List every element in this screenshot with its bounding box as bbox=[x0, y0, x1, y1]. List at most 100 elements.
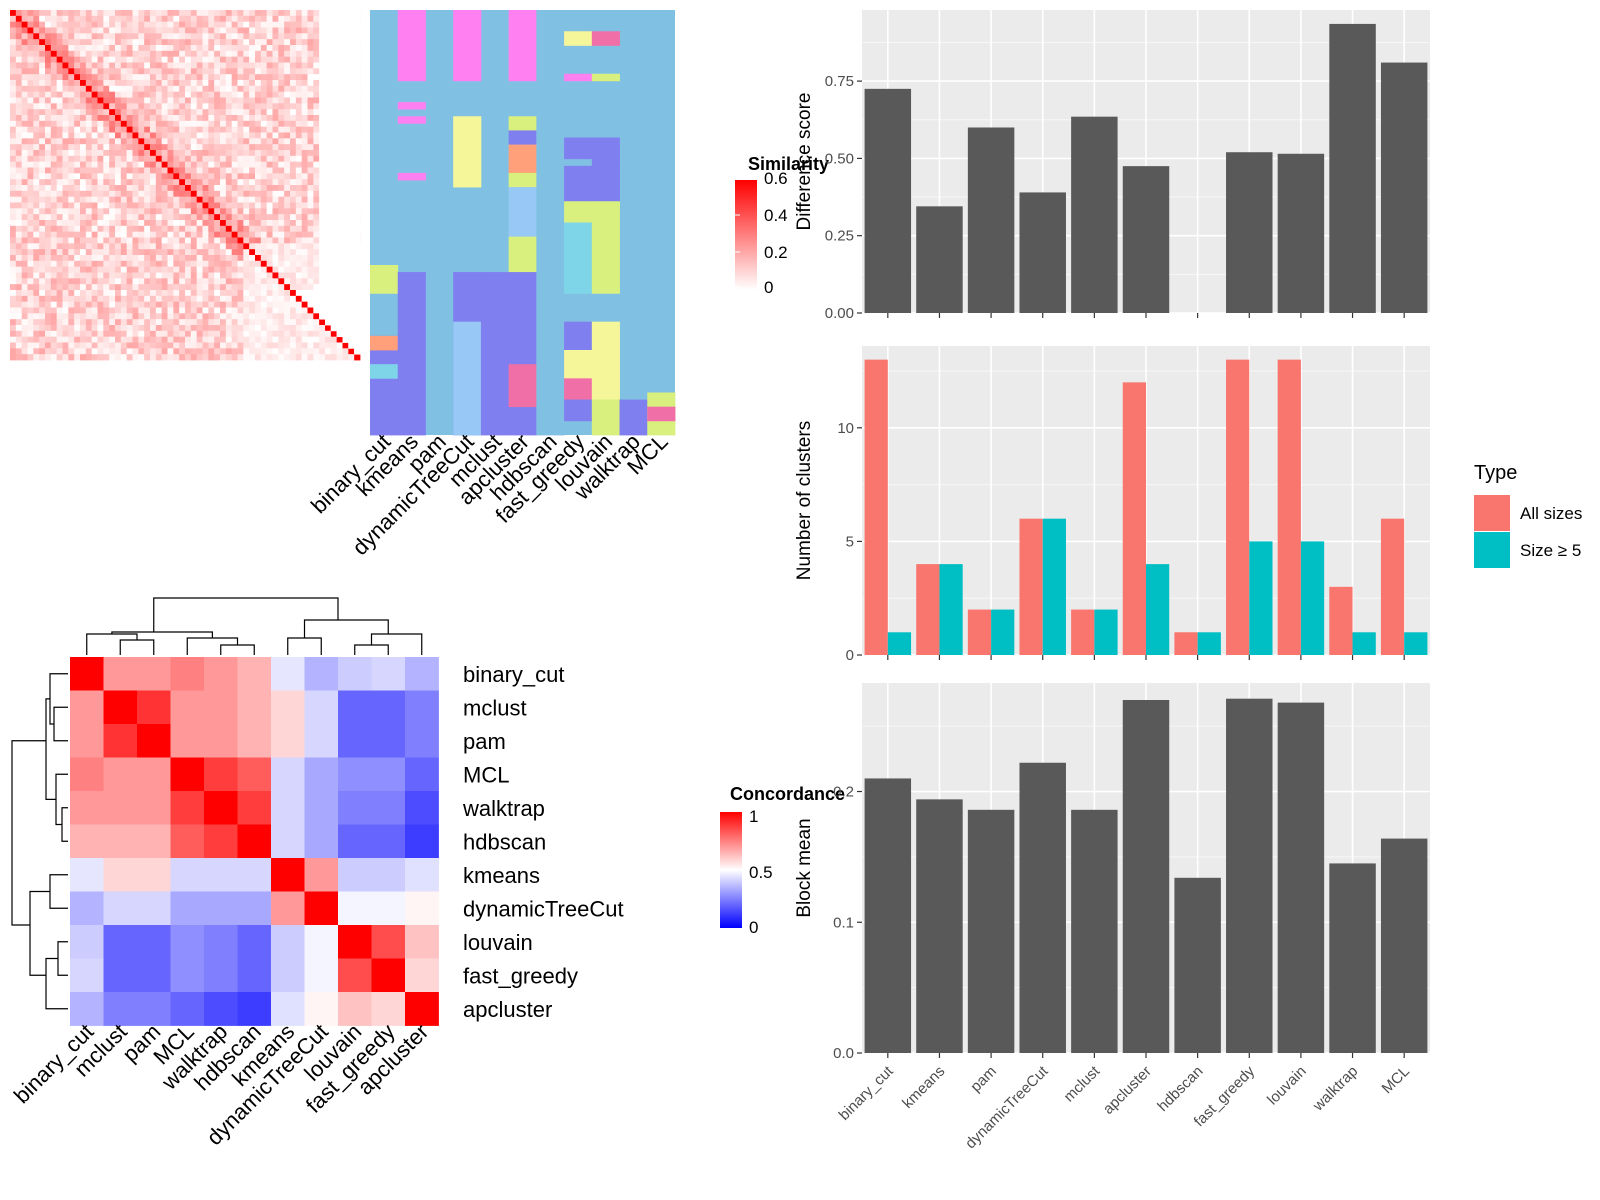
dendrogram-branch bbox=[354, 644, 389, 655]
similarity-cell bbox=[295, 185, 303, 192]
similarity-cell bbox=[173, 115, 180, 122]
concordance-cell bbox=[170, 891, 205, 926]
similarity-cell bbox=[237, 115, 244, 122]
similarity-cell bbox=[161, 325, 168, 332]
similarity-cell bbox=[56, 348, 63, 355]
similarity-cell bbox=[202, 190, 209, 198]
similarity-cell bbox=[237, 120, 244, 128]
similarity-heatmap bbox=[10, 10, 361, 361]
similarity-cell bbox=[27, 173, 34, 180]
similarity-cell bbox=[167, 80, 174, 87]
similarity-cell bbox=[179, 249, 186, 256]
similarity-cell bbox=[39, 313, 46, 320]
similarity-cell bbox=[225, 21, 233, 28]
similarity-cell bbox=[295, 68, 303, 75]
similarity-cell-blank bbox=[348, 225, 355, 233]
similarity-cell bbox=[313, 155, 320, 163]
similarity-cell bbox=[173, 150, 180, 157]
similarity-cell bbox=[138, 56, 145, 63]
similarity-cell bbox=[91, 27, 98, 34]
similarity-cell bbox=[208, 231, 215, 238]
similarity-cell bbox=[260, 313, 268, 320]
similarity-cell bbox=[301, 295, 308, 303]
similarity-cell bbox=[208, 348, 215, 355]
similarity-cell-blank bbox=[348, 45, 355, 52]
similarity-cell bbox=[126, 138, 133, 145]
similarity-cell-blank bbox=[330, 56, 338, 63]
similarity-cell bbox=[109, 214, 116, 221]
similarity-cell-blank bbox=[330, 202, 338, 209]
similarity-cell bbox=[196, 45, 203, 52]
similarity-cell bbox=[132, 342, 139, 349]
similarity-cell bbox=[21, 27, 28, 34]
similarity-cell bbox=[220, 220, 227, 227]
similarity-cell bbox=[62, 68, 69, 75]
similarity-cell bbox=[50, 196, 58, 203]
similarity-cell-blank bbox=[336, 319, 343, 326]
similarity-cell bbox=[295, 290, 303, 297]
similarity-cell bbox=[91, 138, 98, 145]
similarity-cell-blank bbox=[348, 85, 355, 93]
similarity-cell bbox=[10, 342, 17, 349]
similarity-cell bbox=[74, 138, 81, 145]
similarity-cell bbox=[39, 115, 46, 122]
similarity-cell bbox=[307, 272, 314, 279]
similarity-cell bbox=[115, 231, 122, 238]
similarity-cell bbox=[214, 325, 221, 332]
similarity-cell bbox=[150, 126, 157, 133]
similarity-cell bbox=[15, 15, 23, 23]
similarity-cell bbox=[249, 91, 256, 98]
concordance-row-label: mclust bbox=[463, 695, 527, 720]
similarity-cell bbox=[319, 354, 326, 361]
similarity-cell bbox=[202, 266, 209, 273]
similarity-cell bbox=[132, 138, 139, 145]
similarity-cell bbox=[109, 161, 116, 168]
similarity-cell bbox=[260, 85, 268, 93]
similarity-cell bbox=[330, 336, 338, 343]
similarity-cell bbox=[150, 33, 157, 40]
similarity-cell bbox=[155, 161, 163, 168]
similarity-cell bbox=[85, 348, 93, 355]
similarity-cell bbox=[56, 10, 63, 17]
concordance-row-label: pam bbox=[463, 729, 506, 754]
similarity-cell bbox=[150, 10, 157, 17]
similarity-cell-blank bbox=[348, 190, 355, 198]
similarity-cell bbox=[185, 290, 192, 297]
similarity-cell bbox=[80, 39, 87, 46]
similarity-cell bbox=[290, 214, 297, 221]
similarity-cell bbox=[167, 97, 174, 104]
similarity-cell bbox=[190, 103, 198, 110]
similarity-cell bbox=[290, 354, 297, 361]
similarity-cell bbox=[342, 354, 349, 361]
similarity-cell bbox=[196, 109, 203, 116]
concordance-cell bbox=[304, 992, 339, 1026]
similarity-cell bbox=[272, 255, 279, 262]
similarity-cell bbox=[260, 225, 268, 233]
similarity-cell bbox=[179, 243, 186, 250]
similarity-cell bbox=[290, 173, 297, 180]
similarity-cell bbox=[243, 354, 250, 361]
similarity-cell-blank bbox=[319, 138, 326, 145]
similarity-cell bbox=[15, 27, 23, 34]
similarity-cell bbox=[144, 214, 151, 221]
similarity-cell bbox=[15, 255, 23, 262]
similarity-cell bbox=[150, 155, 157, 163]
similarity-cell bbox=[161, 266, 168, 273]
similarity-cell bbox=[50, 325, 58, 332]
similarity-cell bbox=[167, 278, 174, 285]
similarity-cell bbox=[307, 266, 314, 273]
similarity-cell-blank bbox=[336, 50, 343, 58]
similarity-cell bbox=[196, 167, 203, 174]
similarity-cell bbox=[97, 295, 104, 303]
similarity-cell bbox=[144, 50, 151, 58]
similarity-cell-blank bbox=[330, 45, 338, 52]
similarity-cell bbox=[179, 103, 186, 110]
similarity-cell bbox=[255, 284, 262, 291]
similarity-cell bbox=[237, 278, 244, 285]
similarity-cell bbox=[173, 15, 180, 23]
similarity-cell bbox=[220, 132, 227, 139]
similarity-cell bbox=[284, 115, 291, 122]
similarity-cell bbox=[85, 330, 93, 338]
similarity-cell-blank bbox=[325, 243, 332, 250]
similarity-cell bbox=[295, 208, 303, 215]
